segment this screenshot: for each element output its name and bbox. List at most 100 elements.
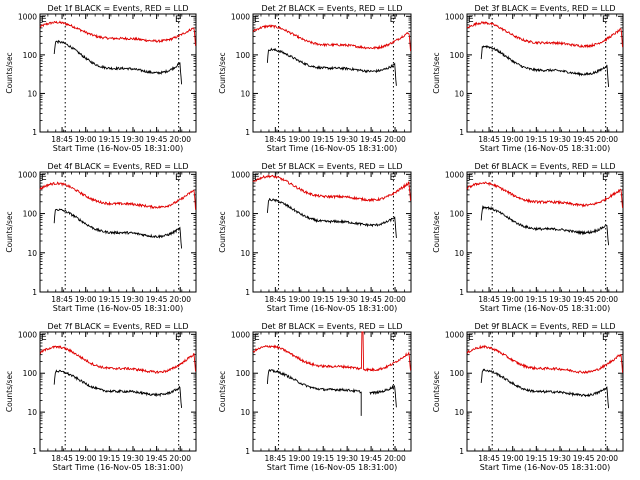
y-axis-label: Counts/sec xyxy=(432,371,441,412)
y-tick-label: 10 xyxy=(27,89,37,98)
flag-label: E xyxy=(602,15,608,25)
events-series xyxy=(53,208,183,249)
lld-series xyxy=(466,344,623,374)
x-axis-label: Start Time (16-Nov-05 18:31:00) xyxy=(480,463,610,472)
y-tick-label: 10 xyxy=(240,89,250,98)
x-tick-label: 19:15 xyxy=(99,454,121,463)
lld-series xyxy=(252,174,411,203)
y-tick-label: 10 xyxy=(240,408,250,417)
flag-label: E xyxy=(602,173,608,183)
y-tick-label: 100 xyxy=(236,51,251,60)
x-tick-label: 20:00 xyxy=(169,454,191,463)
y-axis-label: Counts/sec xyxy=(218,371,227,412)
x-tick-label: 19:45 xyxy=(573,135,595,144)
plot-frame xyxy=(466,13,624,133)
x-tick-label: 19:15 xyxy=(312,295,334,304)
plot-frame xyxy=(39,331,197,452)
events-series xyxy=(266,369,397,416)
x-tick-label: 18:45 xyxy=(265,295,287,304)
x-tick-label: 19:15 xyxy=(526,135,548,144)
x-tick-label: 19:45 xyxy=(360,135,382,144)
x-axis-label: Start Time (16-Nov-05 18:31:00) xyxy=(267,304,397,313)
y-tick-label: 100 xyxy=(450,51,465,60)
x-tick-label: 19:45 xyxy=(360,295,382,304)
x-tick-label: 19:30 xyxy=(336,295,358,304)
y-tick-label: 100 xyxy=(23,51,38,60)
x-tick-label: 19:00 xyxy=(288,295,310,304)
x-tick-label: 19:30 xyxy=(549,295,571,304)
x-axis-label: Start Time (16-Nov-05 18:31:00) xyxy=(267,144,397,153)
plot-frame xyxy=(39,171,197,293)
plot-frame xyxy=(252,171,412,293)
y-tick-label: 100 xyxy=(450,369,465,378)
x-tick-label: 19:00 xyxy=(502,295,524,304)
y-tick-label: 10 xyxy=(27,408,37,417)
x-tick-label: 18:45 xyxy=(51,135,73,144)
panel-det-3f: Det 3f BLACK = Events, RED = LLD 1 10 100 10… xyxy=(432,4,624,153)
x-tick-label: 19:15 xyxy=(312,454,334,463)
y-tick-label: 100 xyxy=(450,210,465,219)
x-axis-label: Start Time (16-Nov-05 18:31:00) xyxy=(53,144,183,153)
x-axis-label: Start Time (16-Nov-05 18:31:00) xyxy=(53,463,183,472)
x-tick-label: 19:30 xyxy=(122,454,144,463)
x-tick-label: 19:00 xyxy=(75,295,97,304)
y-tick-label: 10 xyxy=(240,249,250,258)
y-tick-label: 10 xyxy=(454,89,464,98)
x-tick-label: 18:45 xyxy=(51,295,73,304)
x-axis-label: Start Time (16-Nov-05 18:31:00) xyxy=(267,463,397,472)
x-tick-label: 19:15 xyxy=(526,454,548,463)
x-tick-label: 19:15 xyxy=(99,295,121,304)
y-tick-label: 1000 xyxy=(18,170,37,179)
panel-det-1f: Det 1f BLACK = Events, RED = LLD 1 10 100 10… xyxy=(5,4,197,153)
x-tick-label: 19:30 xyxy=(549,454,571,463)
y-tick-label: 1000 xyxy=(18,12,37,21)
flag-label: E xyxy=(254,15,260,25)
x-tick-label: 20:00 xyxy=(384,295,406,304)
x-tick-label: 19:45 xyxy=(573,454,595,463)
flag-label: E xyxy=(175,173,181,183)
plot-frame xyxy=(252,13,412,133)
panel-title: Det 6f BLACK = Events, RED = LLD xyxy=(474,162,615,171)
y-tick-label: 1000 xyxy=(445,170,464,179)
y-tick-label: 1 xyxy=(459,288,464,297)
x-tick-label: 20:00 xyxy=(596,454,618,463)
y-tick-label: 100 xyxy=(23,369,38,378)
y-tick-label: 1 xyxy=(32,447,37,456)
panel-det-4f: Det 4f BLACK = Events, RED = LLD 1 10 100 10… xyxy=(5,162,197,313)
lld-series xyxy=(39,181,196,210)
flag-label: E xyxy=(254,333,260,343)
flag-label: E xyxy=(175,333,181,343)
flag-label: E xyxy=(41,15,47,25)
y-tick-label: 1000 xyxy=(231,170,250,179)
x-tick-label: 19:45 xyxy=(146,454,168,463)
x-tick-label: 20:00 xyxy=(169,135,191,144)
y-tick-label: 100 xyxy=(23,210,38,219)
panel-det-8f: Det 8f BLACK = Events, RED = LLD 1 10 100 10… xyxy=(218,322,412,472)
y-axis-label: Counts/sec xyxy=(218,211,227,252)
events-series xyxy=(480,45,610,88)
x-tick-label: 19:00 xyxy=(288,454,310,463)
x-tick-label: 19:45 xyxy=(146,135,168,144)
x-tick-label: 19:00 xyxy=(502,454,524,463)
x-axis-label: Start Time (16-Nov-05 18:31:00) xyxy=(480,304,610,313)
events-series xyxy=(53,369,183,408)
x-tick-label: 19:30 xyxy=(122,295,144,304)
y-tick-label: 1000 xyxy=(445,330,464,339)
x-tick-label: 18:45 xyxy=(478,135,500,144)
y-axis-label: Counts/sec xyxy=(5,371,14,412)
x-axis-label: Start Time (16-Nov-05 18:31:00) xyxy=(53,304,183,313)
y-tick-label: 1 xyxy=(32,128,37,137)
lld-series xyxy=(253,24,411,52)
x-tick-label: 19:00 xyxy=(288,135,310,144)
events-series xyxy=(53,39,183,85)
flag-label: E xyxy=(468,173,474,183)
panel-det-5f: Det 5f BLACK = Events, RED = LLD 1 10 100 10… xyxy=(218,162,412,313)
flag-label: E xyxy=(390,15,396,25)
flag-label: E xyxy=(41,333,47,343)
plot-frame xyxy=(252,331,412,452)
x-tick-label: 20:00 xyxy=(596,135,618,144)
x-tick-label: 20:00 xyxy=(384,135,406,144)
y-tick-label: 100 xyxy=(236,210,251,219)
x-tick-label: 19:15 xyxy=(526,295,548,304)
y-tick-label: 1000 xyxy=(231,12,250,21)
